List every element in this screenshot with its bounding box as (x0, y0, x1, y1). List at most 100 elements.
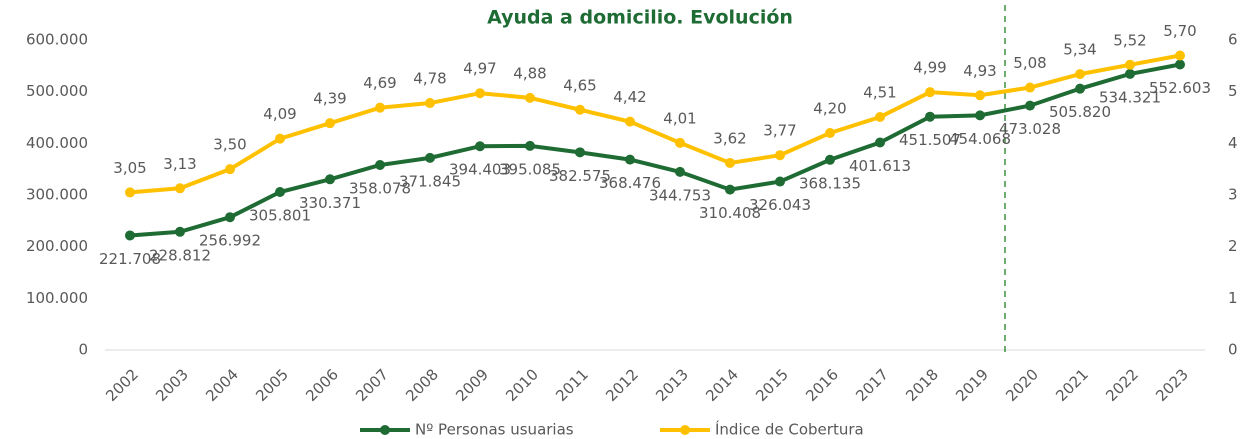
point (275, 187, 285, 198)
point (125, 187, 135, 198)
data-label: 4,93 (963, 62, 996, 80)
legend-label: Índice de Cobertura (715, 420, 864, 439)
data-label: 4,09 (263, 105, 296, 123)
data-label: 371.845 (399, 172, 461, 190)
x-tick-label: 2007 (352, 365, 392, 405)
point (725, 157, 735, 168)
y2-tick-label: 3 (1228, 186, 1238, 204)
y-tick-label: 100.000 (26, 289, 88, 307)
point (1025, 100, 1035, 111)
point (425, 98, 435, 109)
point (1075, 69, 1085, 80)
x-tick-label: 2015 (752, 365, 792, 405)
point (875, 137, 885, 148)
point (975, 90, 985, 101)
data-label: 4,88 (513, 64, 546, 82)
data-label: 305.801 (249, 207, 311, 225)
point (925, 87, 935, 98)
point (1175, 50, 1185, 61)
x-tick-label: 2010 (502, 365, 542, 405)
data-label: 330.371 (299, 194, 361, 212)
x-tick-label: 2018 (902, 365, 942, 405)
legend-marker (380, 425, 390, 435)
chart-title: Ayuda a domicilio. Evolución (487, 7, 793, 29)
data-label: 256.992 (199, 232, 261, 250)
point (775, 150, 785, 161)
y-tick-label: 0 (78, 341, 88, 359)
data-label: 534.321 (1099, 88, 1161, 106)
x-tick-label: 2011 (552, 365, 592, 405)
x-tick-label: 2019 (952, 365, 992, 405)
point (425, 152, 435, 163)
data-label: 5,52 (1113, 31, 1146, 49)
point (475, 141, 485, 152)
x-tick-label: 2022 (1102, 365, 1142, 405)
x-tick-label: 2020 (1002, 365, 1042, 405)
point (825, 154, 835, 165)
y2-tick-label: 5 (1228, 82, 1238, 100)
y-tick-label: 400.000 (26, 134, 88, 152)
point (625, 116, 635, 127)
point (625, 154, 635, 165)
point (1075, 83, 1085, 94)
data-label: 326.043 (749, 196, 811, 214)
y2-tick-label: 1 (1228, 289, 1238, 307)
data-label: 473.028 (999, 120, 1061, 138)
y-tick-label: 200.000 (26, 237, 88, 255)
data-label: 451.507 (899, 131, 961, 149)
point (475, 88, 485, 99)
point (575, 104, 585, 115)
data-label: 4,01 (663, 109, 696, 127)
point (875, 111, 885, 122)
data-label: 3,13 (163, 155, 196, 173)
data-label: 4,97 (463, 60, 496, 78)
x-tick-label: 2012 (602, 365, 642, 405)
y2-tick-label: 4 (1228, 134, 1238, 152)
x-tick-label: 2003 (152, 365, 192, 405)
data-label: 382.575 (549, 167, 611, 185)
legend-marker (680, 425, 690, 435)
data-label: 401.613 (849, 157, 911, 175)
y-tick-label: 300.000 (26, 186, 88, 204)
data-label: 368.135 (799, 174, 861, 192)
data-label: 3,50 (213, 136, 246, 154)
data-label: 310.408 (699, 204, 761, 222)
y2-tick-label: 0 (1228, 341, 1238, 359)
point (675, 166, 685, 177)
point (325, 174, 335, 185)
data-label: 4,99 (913, 59, 946, 77)
point (825, 128, 835, 138)
data-label: 3,05 (113, 159, 146, 177)
data-label: 358.078 (349, 179, 411, 197)
data-label: 3,62 (713, 129, 746, 147)
point (1025, 82, 1035, 93)
point (225, 164, 235, 175)
point (125, 230, 135, 241)
data-label: 344.753 (649, 186, 711, 204)
point (575, 147, 585, 158)
x-tick-label: 2016 (802, 365, 842, 405)
data-label: 4,65 (563, 76, 596, 94)
data-label: 505.820 (1049, 103, 1111, 121)
data-label: 3,77 (763, 122, 796, 140)
point (175, 183, 185, 194)
x-tick-label: 2023 (1152, 365, 1192, 405)
data-label: 221.708 (99, 250, 161, 268)
point (1175, 59, 1185, 70)
x-tick-label: 2014 (702, 365, 742, 405)
x-tick-label: 2002 (102, 365, 142, 405)
data-label: 5,70 (1163, 22, 1196, 40)
data-label: 552.603 (1149, 79, 1211, 97)
x-tick-label: 2017 (852, 365, 892, 405)
point (1125, 68, 1135, 79)
series-line (129, 62, 1181, 238)
data-label: 4,51 (863, 83, 896, 101)
y-tick-label: 600.000 (26, 31, 88, 49)
x-tick-label: 2013 (652, 365, 692, 405)
x-tick-label: 2009 (452, 365, 492, 405)
y2-tick-label: 2 (1228, 237, 1238, 255)
series-line (129, 53, 1181, 195)
point (925, 111, 935, 122)
data-label: 4,78 (413, 70, 446, 88)
x-tick-label: 2005 (252, 365, 292, 405)
